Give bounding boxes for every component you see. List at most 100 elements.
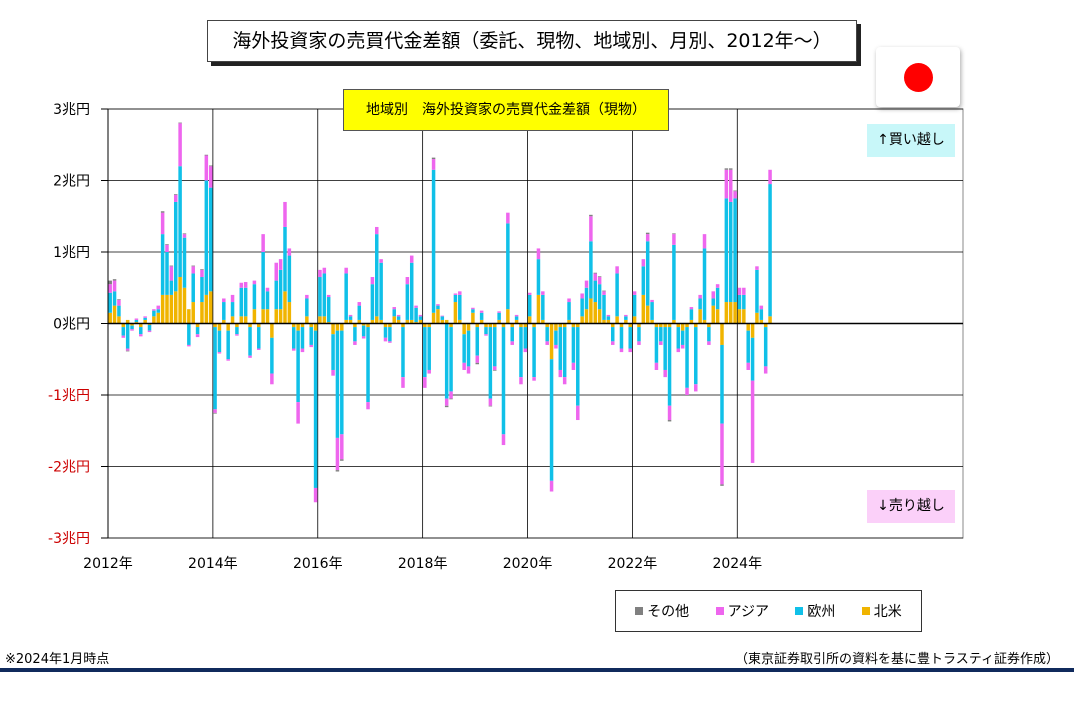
bar-segment-north-america [707, 323, 711, 328]
bar-segment-asia [291, 348, 296, 351]
bar-segment-asia [750, 380, 755, 463]
bar-segment-north-america [602, 319, 606, 324]
bar-segment-europe [759, 309, 764, 320]
bar-segment-other [449, 398, 453, 400]
bar-segment-europe [423, 327, 427, 378]
bar-segment-asia [641, 259, 646, 267]
bar-segment-asia [746, 362, 750, 370]
bar-segment-north-america [147, 323, 152, 325]
bar-segment-asia [711, 291, 715, 299]
bar-segment-europe [169, 280, 174, 295]
bar-segment-north-america [733, 302, 737, 324]
bar-segment-asia [396, 314, 401, 317]
bar-segment-europe [650, 302, 654, 320]
bar-segment-north-america [283, 291, 287, 324]
bar-segment-asia [676, 348, 681, 353]
bar-segment-north-america [191, 302, 195, 324]
bar-segment-asia [147, 330, 152, 333]
legend-label-north-america: 北米 [873, 604, 902, 620]
bar-segment-north-america [532, 323, 536, 328]
bar-segment-other [125, 350, 130, 352]
bar-segment-asia [173, 194, 178, 202]
bar-segment-asia [252, 280, 257, 285]
bar-segment-asia [375, 226, 379, 235]
bar-segment-asia [667, 405, 672, 421]
bar-segment-north-america [484, 323, 488, 328]
bar-segment-north-america [357, 319, 362, 324]
bar-segment-europe [497, 312, 501, 320]
bar-segment-europe [440, 316, 445, 320]
bar-segment-europe [637, 327, 641, 342]
bar-segment-north-america [169, 294, 174, 324]
bar-segment-north-america [580, 316, 584, 324]
bar-segment-asia [475, 355, 480, 363]
bar-segment-europe [235, 327, 239, 335]
bar-segment-europe [597, 284, 602, 310]
bar-segment-north-america [143, 319, 147, 324]
bar-segment-other [200, 269, 204, 270]
bar-segment-asia [331, 369, 335, 376]
bar-segment-asia [379, 259, 383, 263]
bar-segment-north-america [248, 323, 252, 328]
bar-segment-europe [187, 323, 191, 345]
bar-segment-north-america [462, 323, 466, 335]
bar-segment-north-america [720, 323, 724, 345]
bar-segment-asia [497, 311, 501, 313]
bar-segment-asia [562, 377, 567, 385]
bar-segment-europe [405, 284, 410, 320]
bar-segment-europe [248, 327, 252, 356]
bar-segment-asia [370, 277, 375, 285]
bar-segment-asia [431, 159, 436, 170]
bar-segment-north-america [628, 323, 632, 328]
bar-segment-north-america [597, 309, 602, 324]
bar-segment-asia [506, 212, 510, 224]
bar-segment-europe [737, 294, 742, 310]
bar-segment-north-america [156, 312, 161, 324]
bar-segment-north-america [287, 302, 292, 324]
bar-segment-europe [580, 298, 584, 317]
bar-segment-europe [624, 316, 628, 320]
bar-segment-europe [702, 248, 707, 320]
bar-segment-asia [222, 298, 226, 303]
bar-segment-asia [545, 341, 549, 345]
bar-segment-asia [554, 344, 558, 349]
bar-segment-europe [134, 319, 139, 323]
bar-segment-north-america [737, 309, 742, 324]
bottom-divider [0, 668, 1074, 672]
bar-segment-asia [278, 259, 283, 270]
x-tick-label: 2020年 [503, 556, 553, 572]
bar-segment-other [165, 244, 169, 245]
bar-segment-europe [265, 291, 270, 310]
bar-segment-north-america [750, 323, 755, 338]
bar-segment-europe [156, 309, 161, 313]
bar-segment-north-america [637, 323, 641, 328]
bar-segment-north-america [728, 302, 733, 324]
bar-segment-other [488, 405, 493, 407]
bar-segment-europe [685, 327, 689, 388]
bar-segment-europe [606, 316, 611, 320]
bar-segment-north-america [663, 323, 667, 328]
bar-segment-asia [257, 348, 261, 350]
bar-segment-europe [602, 294, 606, 320]
bar-segment-north-america [335, 323, 340, 331]
bar-segment-other [160, 211, 165, 213]
legend-item-north-america: 北米 [861, 601, 902, 621]
bar-segment-asia [265, 287, 270, 292]
bar-segment-asia [493, 366, 497, 370]
bar-segment-asia [628, 348, 632, 353]
bar-segment-other [169, 265, 174, 267]
bar-segment-north-america [195, 323, 200, 328]
x-tick-label: 2022年 [608, 556, 658, 572]
y-tick-label: 0兆円 [53, 317, 90, 333]
bar-segment-europe [711, 298, 715, 306]
bar-segment-north-america [715, 309, 720, 324]
bar-segment-asia [388, 341, 392, 343]
bar-segment-europe [230, 302, 235, 317]
x-tick-label: 2014年 [188, 556, 238, 572]
bar-segment-north-america [654, 323, 659, 328]
bar-segment-europe [370, 284, 375, 320]
bar-segment-europe [654, 327, 659, 363]
bar-segment-europe [152, 310, 156, 317]
bar-segment-europe [287, 255, 292, 303]
bar-segment-asia [488, 398, 493, 406]
